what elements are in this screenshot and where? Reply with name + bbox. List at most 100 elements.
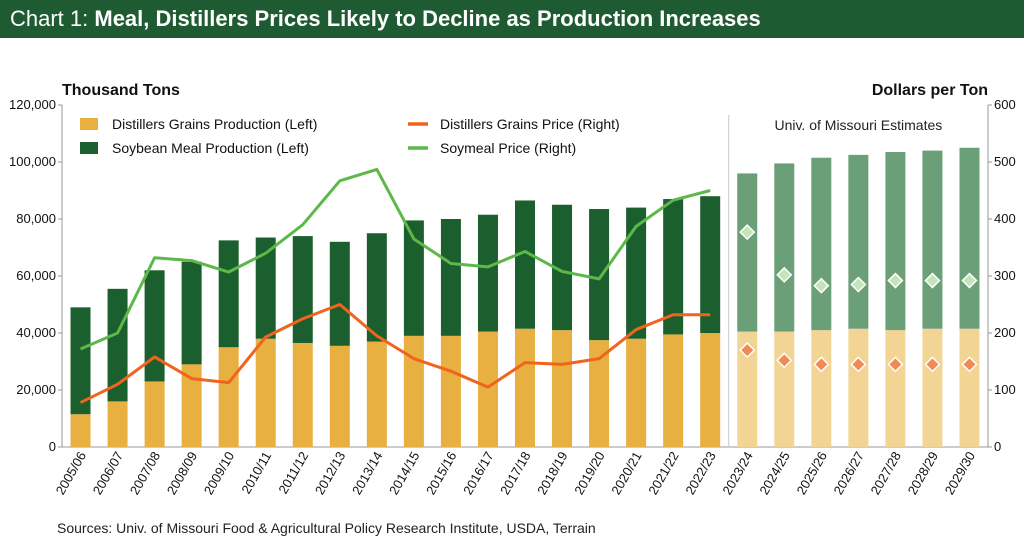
bar-soybean-meal-production: [515, 200, 535, 329]
chart-number: Chart 1:: [10, 6, 95, 31]
left-tick-label: 0: [49, 439, 56, 454]
bar-distillers-production: [515, 328, 535, 447]
bar-distillers-production: [292, 342, 313, 447]
marker-soymeal-price: [850, 276, 867, 293]
bar-distillers-production: [811, 330, 832, 447]
x-tick-label: 2021/22: [645, 449, 681, 497]
bar-distillers-production: [922, 328, 943, 447]
bar-soybean-meal-production: [774, 163, 795, 332]
x-tick-label: 2007/08: [127, 449, 163, 497]
estimate-annotation: Univ. of Missouri Estimates: [774, 117, 942, 133]
legend-distillers-production-swatch: [80, 118, 98, 130]
x-tick-label: 2028/29: [905, 449, 941, 497]
bar-soybean-meal-production: [440, 219, 461, 336]
bar-soybean-meal-production: [589, 209, 610, 341]
bar-soybean-meal-production: [329, 241, 350, 346]
x-tick-label: 2019/20: [571, 449, 607, 497]
bar-distillers-production: [403, 335, 424, 447]
x-tick-label: 2023/24: [719, 449, 755, 497]
x-tick-label: 2011/12: [275, 449, 311, 496]
bar-distillers-production: [218, 347, 239, 447]
bar-soybean-meal-production: [144, 270, 165, 382]
line-distillers-price: [79, 303, 711, 404]
bar-distillers-production: [700, 333, 721, 447]
marker-soymeal-price: [776, 266, 793, 283]
bar-soybean-meal-production: [959, 147, 980, 329]
x-tick-label: 2024/25: [756, 449, 792, 497]
bar-distillers-production: [477, 331, 498, 447]
bar-distillers-production: [440, 335, 461, 447]
marker-soymeal-price: [924, 272, 941, 289]
x-tick-label: 2012/13: [312, 449, 348, 497]
legend-distillers-price-label: Distillers Grains Price (Right): [440, 116, 620, 132]
bar-distillers-production: [255, 338, 276, 447]
bar-soybean-meal-production: [70, 307, 91, 415]
bar-soybean-meal-production: [218, 240, 239, 348]
x-tick-label: 2027/28: [868, 449, 904, 497]
source-note: Sources: Univ. of Missouri Food & Agricu…: [57, 520, 596, 536]
bar-distillers-production: [774, 331, 795, 447]
x-tick-label: 2020/21: [608, 449, 644, 497]
bar-soybean-meal-production: [255, 237, 276, 339]
legend-soymeal-price-label: Soymeal Price (Right): [440, 140, 576, 156]
marker-distillers-price: [739, 342, 756, 359]
chart-title-text: Meal, Distillers Prices Likely to Declin…: [94, 6, 761, 31]
legend-soybean-meal-production-label: Soybean Meal Production (Left): [112, 140, 309, 156]
marker-distillers-price: [813, 356, 830, 373]
x-tick-label: 2009/10: [201, 449, 237, 497]
right-tick-label: 400: [994, 211, 1016, 226]
bar-distillers-production: [70, 414, 91, 447]
x-tick-label: 2013/14: [349, 449, 385, 497]
bar-soybean-meal-production: [107, 288, 128, 402]
x-tick-label: 2017/18: [497, 449, 533, 497]
marker-soymeal-price: [813, 277, 830, 294]
bar-distillers-production: [589, 340, 610, 447]
x-tick-label: 2025/26: [793, 449, 829, 497]
bar-soybean-meal-production: [181, 261, 202, 365]
legend-distillers-production-label: Distillers Grains Production (Left): [112, 116, 317, 132]
chart-title: Chart 1: Meal, Distillers Prices Likely …: [10, 6, 761, 32]
marker-distillers-price: [776, 352, 793, 369]
bar-soybean-meal-production: [811, 157, 832, 331]
left-tick-label: 60,000: [16, 268, 56, 283]
marker-soymeal-price: [739, 224, 756, 241]
bar-distillers-production: [885, 330, 906, 447]
bar-soybean-meal-production: [922, 150, 943, 329]
chart-header: Chart 1: Meal, Distillers Prices Likely …: [0, 0, 1024, 38]
marker-distillers-price: [850, 356, 867, 373]
bar-distillers-production: [626, 338, 647, 447]
x-tick-label: 2005/06: [53, 449, 89, 497]
marker-soymeal-price: [887, 272, 904, 289]
chart-area: Thousand Tons Dollars per Ton 0 20,000 40,00…: [9, 82, 1016, 497]
bar-soybean-meal-production: [663, 199, 684, 335]
right-axis-title: Dollars per Ton: [872, 82, 988, 99]
bar-soybean-meal-production: [848, 154, 869, 329]
marker-soymeal-price: [961, 272, 978, 289]
bar-soybean-meal-production: [366, 233, 387, 342]
bar-soybean-meal-production: [885, 152, 906, 331]
x-tick-label: 2018/19: [534, 449, 570, 497]
left-axis-title: Thousand Tons: [62, 82, 180, 99]
bar-distillers-production: [366, 341, 387, 447]
bar-distillers-production: [737, 331, 758, 447]
bar-distillers-production: [959, 328, 980, 447]
right-tick-label: 500: [994, 154, 1016, 169]
marker-distillers-price: [961, 356, 978, 373]
bar-distillers-production: [107, 401, 128, 447]
left-tick-label: 100,000: [9, 154, 56, 169]
bar-distillers-production: [181, 364, 202, 447]
marker-distillers-price: [887, 356, 904, 373]
x-tick-label: 2008/09: [164, 449, 200, 497]
x-tick-label: 2014/15: [386, 449, 422, 497]
left-tick-label: 20,000: [16, 382, 56, 397]
bar-soybean-meal-production: [626, 207, 647, 339]
right-tick-label: 200: [994, 325, 1016, 340]
left-tick-label: 80,000: [16, 211, 56, 226]
right-tick-label: 300: [994, 268, 1016, 283]
left-tick-label: 120,000: [9, 97, 56, 112]
marker-distillers-price: [924, 356, 941, 373]
bar-soybean-meal-production: [292, 236, 313, 343]
line-soymeal-price: [79, 167, 711, 351]
x-tick-label: 2015/16: [423, 449, 459, 497]
bar-soybean-meal-production: [700, 196, 721, 333]
